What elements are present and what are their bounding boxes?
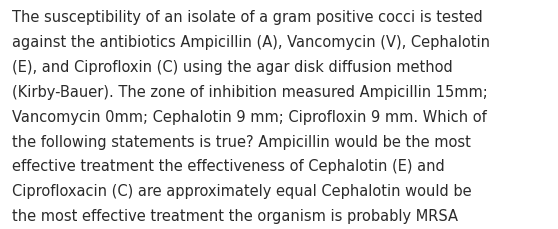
Text: effective treatment the effectiveness of Cephalotin (E) and: effective treatment the effectiveness of… xyxy=(12,159,445,174)
Text: Ciprofloxacin (C) are approximately equal Cephalotin would be: Ciprofloxacin (C) are approximately equa… xyxy=(12,183,472,198)
Text: against the antibiotics Ampicillin (A), Vancomycin (V), Cephalotin: against the antibiotics Ampicillin (A), … xyxy=(12,35,490,50)
Text: (E), and Ciprofloxin (C) using the agar disk diffusion method: (E), and Ciprofloxin (C) using the agar … xyxy=(12,60,453,75)
Text: Vancomycin 0mm; Cephalotin 9 mm; Ciprofloxin 9 mm. Which of: Vancomycin 0mm; Cephalotin 9 mm; Ciprofl… xyxy=(12,109,487,124)
Text: the most effective treatment the organism is probably MRSA: the most effective treatment the organis… xyxy=(12,208,458,223)
Text: the following statements is true? Ampicillin would be the most: the following statements is true? Ampici… xyxy=(12,134,471,149)
Text: The susceptibility of an isolate of a gram positive cocci is tested: The susceptibility of an isolate of a gr… xyxy=(12,10,483,25)
Text: (Kirby-Bauer). The zone of inhibition measured Ampicillin 15mm;: (Kirby-Bauer). The zone of inhibition me… xyxy=(12,85,488,99)
